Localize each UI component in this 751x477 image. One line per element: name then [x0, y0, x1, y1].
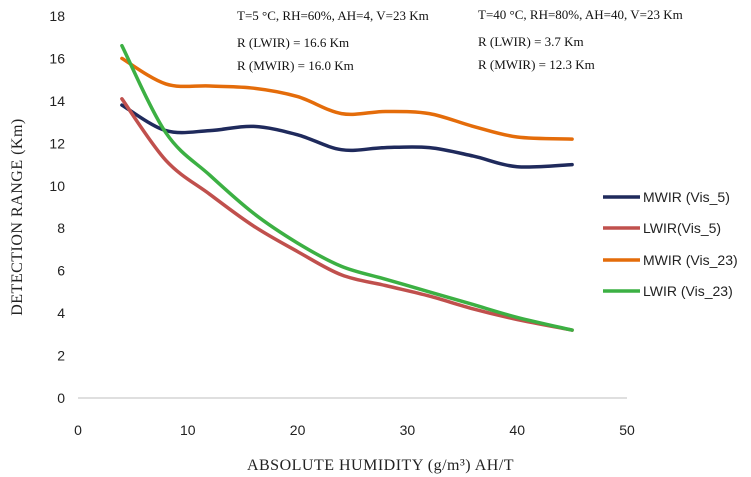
- y-tick-label: 4: [57, 305, 65, 321]
- annotation-left-line-3: R (MWIR) = 16.0 Km: [237, 58, 354, 73]
- y-tick-label: 6: [57, 263, 65, 279]
- annotation-right-line-3: R (MWIR) = 12.3 Km: [478, 57, 595, 72]
- y-tick-label: 10: [49, 178, 65, 194]
- annotation-left-line-1: T=5 °C, RH=60%, AH=4, V=23 Km: [237, 8, 429, 23]
- chart-annotations: T=5 °C, RH=60%, AH=4, V=23 Km R (LWIR) =…: [237, 7, 683, 73]
- y-tick-label: 12: [49, 135, 65, 151]
- x-tick-label: 10: [180, 422, 196, 438]
- y-tick-label: 8: [57, 220, 65, 236]
- series-line-3: [120, 56, 574, 141]
- y-tick-label: 2: [57, 348, 65, 364]
- annotation-left-line-2: R (LWIR) = 16.6 Km: [237, 35, 349, 50]
- y-tick-label: 18: [49, 8, 65, 24]
- legend-label: LWIR (Vis_23): [643, 283, 733, 299]
- x-tick-label: 20: [290, 422, 306, 438]
- legend-label: MWIR (Vis_23): [643, 252, 738, 268]
- legend-label: MWIR (Vis_5): [643, 189, 730, 205]
- chart-legend: MWIR (Vis_5) LWIR(Vis_5) MWIR (Vis_23) LWIR…: [603, 189, 738, 299]
- y-tick-label: 0: [57, 390, 65, 406]
- annotation-right-line-1: T=40 °C, RH=80%, AH=40, V=23 Km: [478, 7, 683, 22]
- x-tick-label: 40: [509, 422, 525, 438]
- series-line-1: [120, 103, 574, 169]
- x-tick-label: 50: [619, 422, 635, 438]
- y-tick-label: 14: [49, 93, 65, 109]
- chart-axes: 0 10 20 30 40 50 0 2 4 6 8 10 12 14 16 18: [49, 8, 635, 438]
- y-tick-label: 16: [49, 50, 65, 66]
- annotation-right-line-2: R (LWIR) = 3.7 Km: [478, 34, 584, 49]
- x-tick-label: 30: [400, 422, 416, 438]
- series-line-2: [120, 97, 574, 332]
- x-tick-label: 0: [74, 422, 82, 438]
- chart-series: [120, 43, 574, 332]
- x-axis-title: ABSOLUTE HUMIDITY (g/m³) AH/T: [247, 457, 514, 474]
- legend-label: LWIR(Vis_5): [643, 220, 721, 236]
- y-axis-title: DETECTION RANGE (Km): [9, 118, 26, 316]
- series-line-4: [120, 43, 574, 332]
